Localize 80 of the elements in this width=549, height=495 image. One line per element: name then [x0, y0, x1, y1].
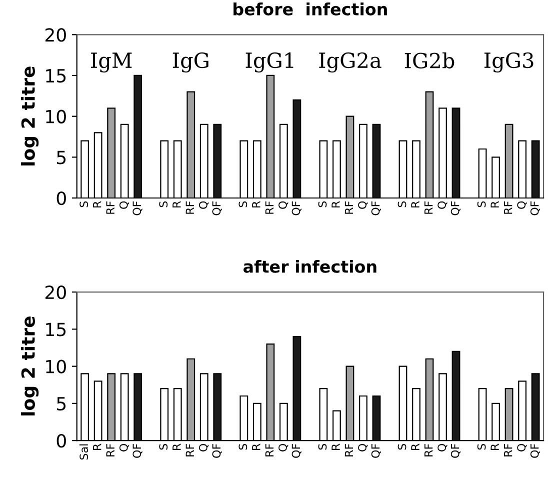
- annotation: IgG: [172, 52, 208, 72]
- x-tick-label: S: [477, 444, 486, 450]
- x-tick-label: Sal: [79, 444, 88, 460]
- x-tick-label: QF: [371, 201, 381, 216]
- x-tick-label: R: [93, 444, 102, 450]
- x-tick-label: R: [332, 201, 340, 208]
- x-tick-label: QF: [132, 444, 142, 458]
- x-tick-label: R: [172, 444, 181, 450]
- y-tick-label: 0: [56, 191, 66, 206]
- y-tick-label: 0: [56, 434, 66, 448]
- y-tick-label: 20: [45, 28, 66, 42]
- y-tick-label: 5: [57, 150, 66, 164]
- x-tick-label: RF: [186, 444, 194, 456]
- y-tick-label: 10: [46, 360, 66, 374]
- x-tick-label: S: [80, 201, 88, 208]
- x-tick-label: RF: [344, 444, 354, 456]
- x-tick-label: Q: [358, 444, 368, 452]
- y-axis-title: log 2 titre: [20, 66, 39, 166]
- x-tick-label: R: [411, 444, 420, 450]
- x-tick-label: QF: [450, 201, 461, 216]
- x-tick-label: S: [318, 444, 327, 450]
- x-tick-label: R: [252, 201, 260, 208]
- x-tick-label: QF: [212, 444, 222, 458]
- annotation: IgG1: [246, 52, 294, 72]
- x-tick-label: RF: [504, 201, 512, 214]
- annotation: IgM: [91, 52, 132, 72]
- x-tick-label: Q: [119, 444, 130, 452]
- x-tick-label: RF: [265, 444, 274, 456]
- x-tick-label: S: [398, 444, 406, 450]
- x-tick-label: QF: [450, 444, 461, 458]
- y-tick-label: 15: [46, 322, 66, 336]
- x-tick-label: S: [238, 201, 248, 208]
- x-tick-label: Q: [438, 444, 448, 452]
- x-tick-label: S: [159, 444, 168, 450]
- x-tick-label: Q: [517, 444, 527, 452]
- x-tick-label: S: [398, 201, 406, 208]
- x-tick-label: R: [332, 444, 340, 450]
- y-tick-label: 15: [46, 69, 66, 83]
- x-tick-label: RF: [424, 201, 433, 214]
- x-tick-label: RF: [344, 201, 354, 214]
- x-tick-label: Q: [278, 444, 288, 452]
- x-tick-label: R: [252, 444, 260, 450]
- x-tick-label: R: [172, 201, 181, 208]
- y-tick-label: 20: [45, 286, 66, 300]
- x-tick-label: S: [477, 201, 486, 208]
- x-tick-label: Q: [198, 201, 209, 209]
- x-tick-label: R: [93, 201, 102, 208]
- x-tick-label: RF: [424, 444, 433, 456]
- y-axis-title: log 2 titre: [20, 316, 39, 416]
- x-tick-label: S: [238, 444, 248, 450]
- x-tick-label: Q: [438, 201, 448, 209]
- x-tick-label: QF: [292, 444, 302, 458]
- chart-title: before infection: [234, 2, 387, 16]
- annotation: IgG3: [484, 52, 534, 72]
- x-tick-label: R: [490, 444, 499, 450]
- x-tick-label: RF: [265, 201, 274, 214]
- x-tick-label: Q: [198, 444, 209, 452]
- x-tick-label: QF: [371, 444, 381, 458]
- x-tick-label: Q: [278, 201, 288, 209]
- annotation: IG2b: [404, 52, 454, 68]
- x-tick-label: S: [318, 201, 327, 208]
- x-tick-label: Q: [119, 201, 130, 209]
- x-tick-label: S: [159, 201, 168, 208]
- y-tick-label: 5: [57, 397, 66, 411]
- x-tick-label: R: [411, 201, 420, 208]
- y-tick-label: 10: [46, 110, 66, 124]
- annotation: IgG2a: [319, 52, 382, 72]
- x-tick-label: QF: [530, 201, 540, 216]
- x-tick-label: QF: [212, 201, 222, 216]
- x-tick-label: R: [490, 201, 499, 208]
- x-tick-label: RF: [504, 444, 512, 456]
- x-tick-label: QF: [530, 444, 540, 458]
- x-tick-label: Q: [517, 201, 527, 209]
- chart-title: after infection: [244, 260, 376, 273]
- x-tick-label: RF: [186, 201, 194, 214]
- x-tick-label: RF: [106, 201, 114, 214]
- x-tick-label: QF: [292, 201, 302, 216]
- x-tick-label: QF: [132, 201, 142, 216]
- x-tick-label: Q: [358, 201, 368, 209]
- x-tick-label: RF: [106, 444, 114, 456]
